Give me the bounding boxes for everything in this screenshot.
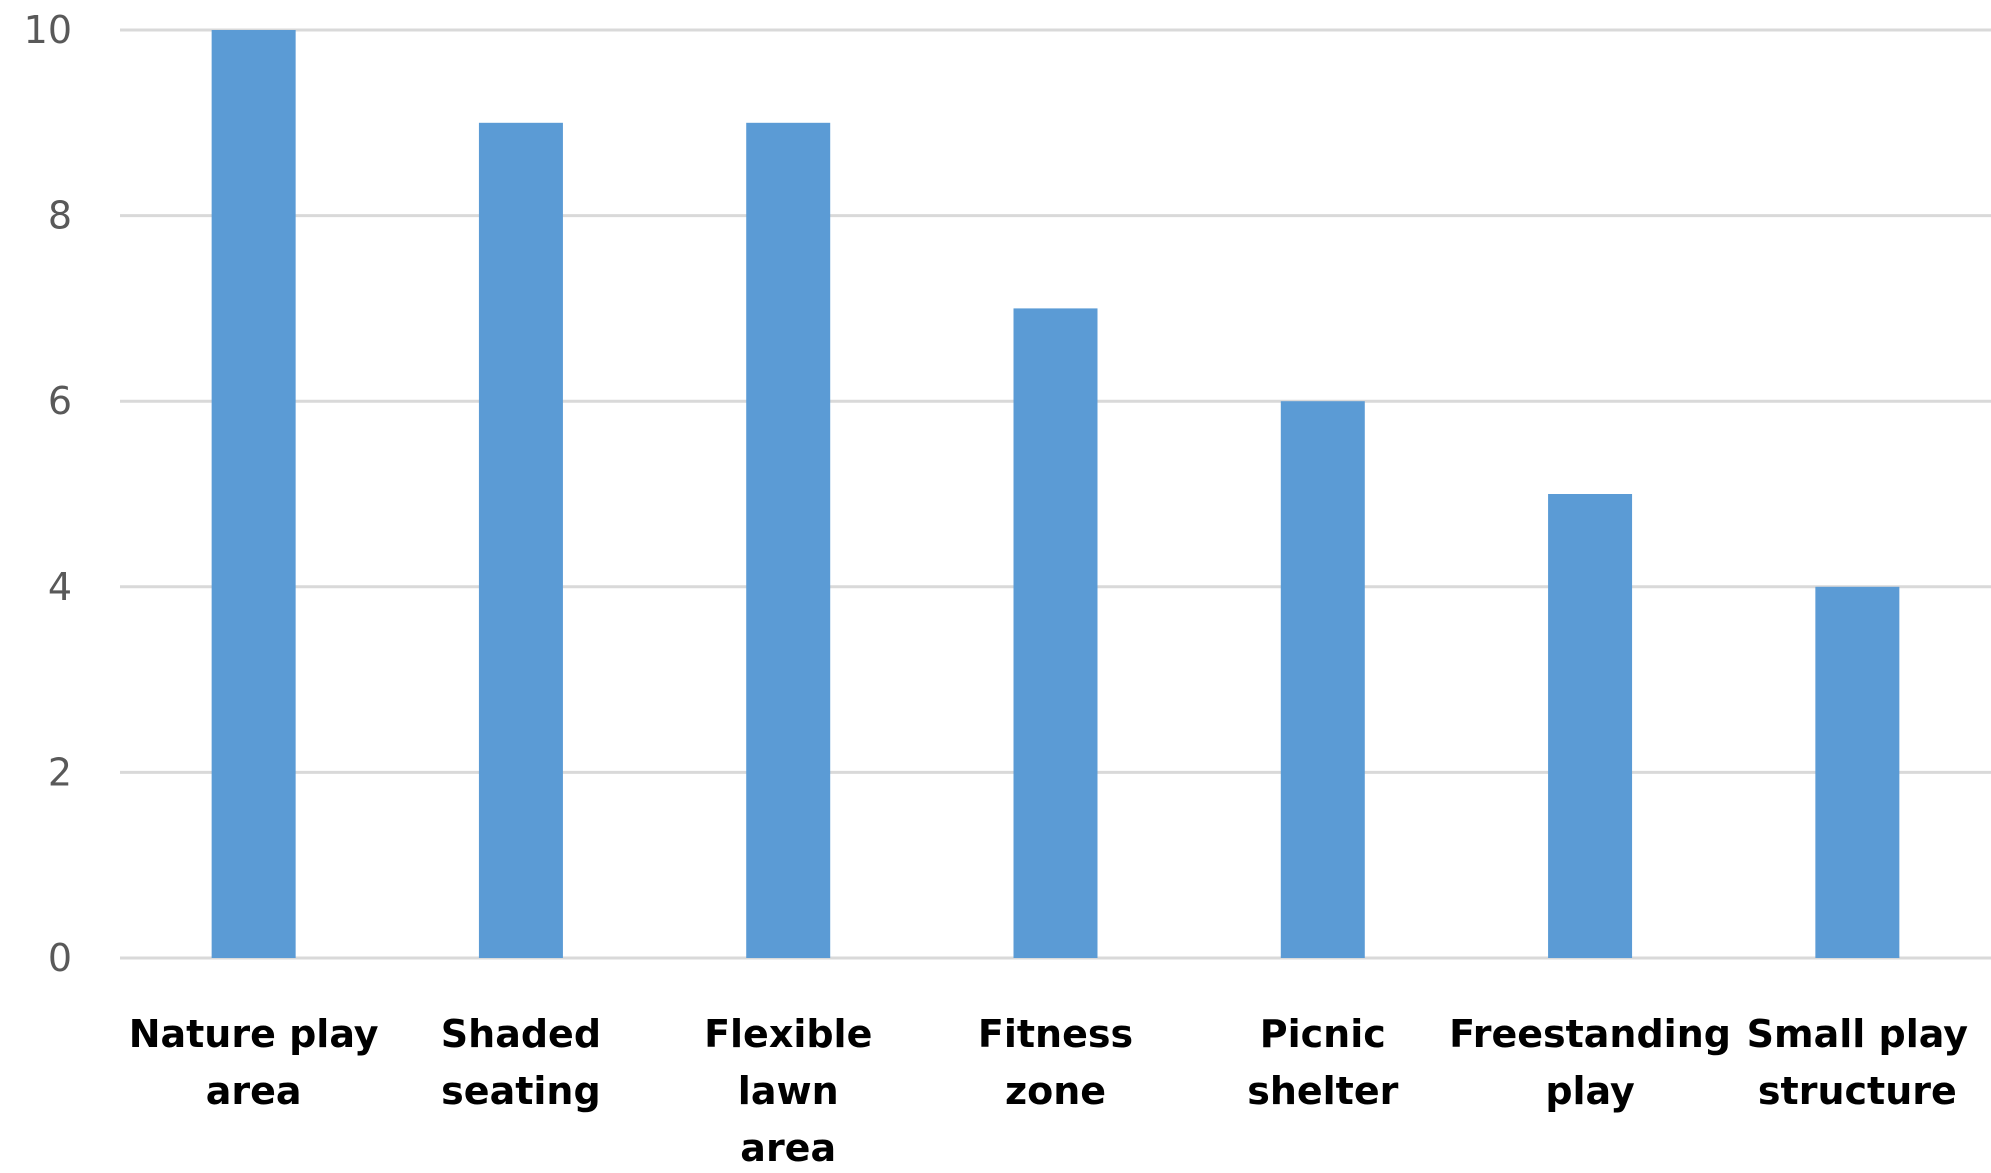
y-tick-label: 10: [24, 8, 72, 52]
x-tick-label: Nature play area: [129, 1012, 379, 1113]
x-tick-label-line: lawn: [738, 1069, 839, 1113]
x-tick-label-line: seating: [441, 1069, 600, 1113]
y-tick-label: 6: [48, 379, 72, 423]
bar: [1013, 308, 1098, 958]
x-tick-label-line: structure: [1758, 1069, 1957, 1113]
x-tick-label: Flexible lawn area: [704, 1012, 872, 1170]
x-tick-label-line: Fitness: [978, 1012, 1133, 1056]
bar: [211, 30, 296, 958]
y-axis-ticks: 0 2 4 6 8 10: [24, 8, 72, 980]
bar: [746, 122, 831, 959]
x-tick-label-line: Small play: [1747, 1012, 1969, 1056]
bar: [1280, 401, 1365, 958]
x-tick-label-line: Picnic: [1260, 1012, 1386, 1056]
x-axis-labels: Nature play area Shaded seating Flexible lawn…: [129, 1012, 1969, 1170]
x-tick-label: Picnic shelter: [1247, 1012, 1398, 1113]
bar: [1548, 494, 1633, 958]
y-tick-label: 4: [48, 565, 72, 609]
x-tick-label-line: Nature play: [129, 1012, 379, 1056]
x-tick-label-line: Flexible: [704, 1012, 872, 1056]
x-tick-label-line: zone: [1005, 1069, 1106, 1113]
x-tick-label-line: Shaded: [441, 1012, 601, 1056]
y-tick-label: 2: [48, 750, 72, 794]
x-tick-label-line: area: [740, 1126, 836, 1170]
x-tick-label: Shaded seating: [441, 1012, 601, 1113]
x-tick-label: Small play structure: [1747, 1012, 1969, 1113]
bar: [1815, 586, 1900, 958]
bars: [211, 30, 1900, 959]
x-tick-label: Freestanding play: [1449, 1012, 1731, 1113]
x-tick-label: Fitness zone: [978, 1012, 1133, 1113]
y-tick-label: 0: [48, 936, 72, 980]
x-tick-label-line: shelter: [1247, 1069, 1398, 1113]
bar: [478, 122, 563, 959]
x-tick-label-line: area: [206, 1069, 302, 1113]
x-tick-label-line: play: [1545, 1069, 1635, 1113]
x-tick-label-line: Freestanding: [1449, 1012, 1731, 1056]
y-tick-label: 8: [48, 194, 72, 238]
